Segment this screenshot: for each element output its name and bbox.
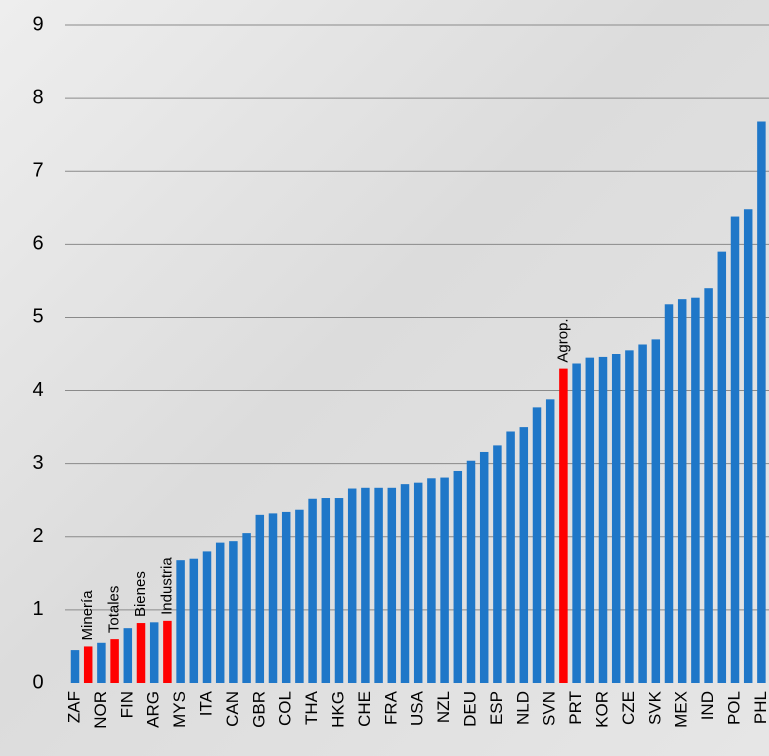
bar [242,533,251,683]
bar [625,350,634,683]
bar [136,623,146,683]
x-tick-label: DEU [460,691,479,727]
bar [149,622,159,683]
bar [664,304,674,683]
bar [70,650,80,683]
bar [651,339,661,683]
x-tick-label: USA [408,690,427,726]
bar [743,209,753,684]
x-tick-label: ZAF [64,691,83,723]
x-tick-label: NLD [513,691,532,725]
bar [598,356,608,683]
bar [268,513,278,683]
bar [691,297,700,683]
x-tick-label: THA [302,690,321,725]
x-tick-label: FIN [117,691,136,718]
bar [163,620,172,683]
x-tick-label: COL [276,691,295,726]
x-tick-label: MEX [672,691,691,728]
bar [334,498,344,683]
bar [176,560,185,683]
bar [757,121,766,684]
bar [532,407,542,683]
bar [400,484,410,683]
x-tick-label: IND [698,691,717,720]
bar [229,541,238,683]
x-tick-label: ESP [487,691,506,725]
bar [506,431,515,683]
bar [189,558,199,683]
x-tick-label: MYS [170,691,189,728]
bar [255,514,265,683]
y-tick-label: 5 [32,306,43,328]
x-tick-label: ITA [196,690,215,716]
x-tick-label: FRA [381,690,400,725]
x-tick-label: CZE [619,691,638,725]
annotation: Minería [79,590,96,641]
bar [466,460,476,683]
bar [717,251,727,683]
y-tick-label: 1 [32,598,43,620]
bar [545,399,555,683]
x-tick-label: PHL [751,691,769,724]
x-tick-label: SVN [540,691,559,726]
bar [387,487,397,683]
x-tick-label: NZL [434,691,453,723]
annotation: Agrop. [554,318,571,362]
bar [361,487,370,683]
bar [215,542,225,683]
bar [123,628,133,683]
bar [83,646,93,683]
y-tick-label: 4 [32,379,43,401]
bar [585,357,595,683]
y-tick-label: 9 [32,13,43,35]
bar [638,344,647,683]
bar [704,288,713,683]
bar [611,354,621,683]
x-tick-label: CHE [355,691,374,727]
x-tick-label: SVK [645,690,664,725]
y-tick-label: 2 [32,525,43,547]
x-tick-label: CAN [223,691,242,727]
bar [413,482,423,683]
bar [202,551,212,683]
bar [321,498,331,683]
bar [295,509,304,683]
bar [97,642,106,683]
x-tick-label: NOR [91,691,110,729]
annotation: Bienes [132,571,149,617]
bar [730,216,740,683]
x-tick-label: KOR [592,691,611,728]
bar [493,445,502,683]
y-tick-label: 3 [32,452,43,474]
y-tick-label: 0 [32,671,43,693]
bar [110,639,119,683]
y-tick-label: 8 [32,86,43,108]
x-tick-label: HKG [328,691,347,728]
bar [374,487,383,683]
bar [453,470,463,683]
bar [677,299,687,683]
y-tick-label: 6 [32,233,43,255]
bar [427,478,436,683]
x-tick-label: POL [724,691,743,725]
annotation: Totales [106,586,123,634]
bar [281,511,291,683]
x-tick-label: ARG [144,691,163,728]
bar [572,363,581,683]
bar [559,368,568,683]
bar [519,427,529,683]
bar [479,451,489,683]
annotation: Industria [158,557,175,615]
bar [347,488,357,683]
x-tick-label: GBR [249,691,268,728]
bar [308,498,317,683]
x-tick-label: PRT [566,691,585,725]
bar [440,477,449,683]
y-tick-label: 7 [32,160,43,182]
